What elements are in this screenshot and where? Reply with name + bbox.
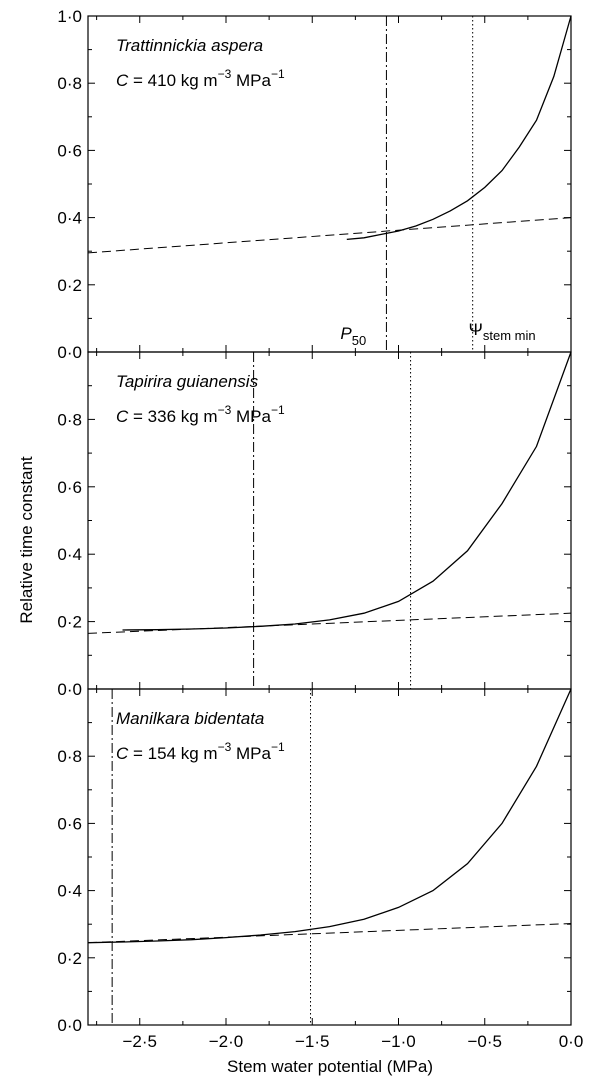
y-tick-label: 0·4 <box>57 545 82 564</box>
y-tick-label: 0·6 <box>57 814 82 833</box>
capacitance-exponent-2: −1 <box>271 403 285 417</box>
solid-curve <box>87 688 572 944</box>
y-tick-label: 0·6 <box>57 478 82 497</box>
y-axis-label: Relative time constant <box>17 456 36 624</box>
panel-frame <box>87 351 572 690</box>
panel-3: 0·0 0·2 0·4 0·6 0·8 Manilkara bidentata C = 15… <box>57 688 572 1035</box>
y-tick-label: 0·2 <box>57 276 82 295</box>
capacitance-symbol: C <box>116 71 129 90</box>
capacitance-exponent-1: −3 <box>218 67 232 81</box>
x-axis: −2·5 −2·0 −1·5 −1·0 −0·5 0·0 <box>123 1032 584 1051</box>
y-tick-label: 0·8 <box>57 74 82 93</box>
capacitance-units: MPa <box>231 744 271 763</box>
capacitance-symbol: C <box>116 407 129 426</box>
x-tick-label: 0·0 <box>559 1032 584 1051</box>
y-tick-label: 0·4 <box>57 209 82 228</box>
psi-stem-min-annotation: Ψstem min <box>469 320 536 343</box>
capacitance-label: C = 336 kg m−3 MPa−1 <box>116 403 285 426</box>
y-tick-label: 0·2 <box>57 613 82 632</box>
capacitance-value: = 336 kg m <box>128 407 217 426</box>
y-tick-label: 0·4 <box>57 882 82 901</box>
dashed-linear-line <box>87 612 572 634</box>
psi-symbol: Ψ <box>469 320 483 339</box>
panel-frame <box>87 688 572 1026</box>
capacitance-label: C = 154 kg m−3 MPa−1 <box>116 740 285 763</box>
solid-curve <box>346 15 572 241</box>
capacitance-exponent-1: −3 <box>218 403 232 417</box>
capacitance-exponent-2: −1 <box>271 67 285 81</box>
y-tick-label: 0·8 <box>57 410 82 429</box>
capacitance-value: = 154 kg m <box>128 744 217 763</box>
species-name: Tapirira guianensis <box>116 372 259 391</box>
x-tick-label: −2·0 <box>209 1032 244 1051</box>
y-tick-label: 0·8 <box>57 747 82 766</box>
capacitance-units: MPa <box>231 407 271 426</box>
capacitance-label: C = 410 kg m−3 MPa−1 <box>116 67 285 90</box>
panel-frame <box>87 15 572 353</box>
capacitance-exponent-2: −1 <box>271 740 285 754</box>
capacitance-value: = 410 kg m <box>128 71 217 90</box>
species-name: Manilkara bidentata <box>116 709 264 728</box>
capacitance-units: MPa <box>231 71 271 90</box>
capacitance-symbol: C <box>116 744 129 763</box>
y-tick-label: 0·0 <box>57 680 82 699</box>
x-axis-label: Stem water potential (MPa) <box>227 1057 433 1076</box>
psi-subscript: stem min <box>483 328 536 343</box>
y-tick-label: 0·6 <box>57 141 82 160</box>
y-tick-label: 0·0 <box>57 343 82 362</box>
y-tick-label: 1·0 <box>57 7 82 26</box>
p50-subscript: 50 <box>352 333 366 348</box>
y-tick-label: 0·0 <box>57 1016 82 1035</box>
x-tick-label: −1·5 <box>295 1032 330 1051</box>
p50-annotation: P50 <box>340 324 366 348</box>
y-tick-label: 0·2 <box>57 949 82 968</box>
dashed-linear-line <box>87 923 572 944</box>
panel-1: 0·0 0·2 0·4 0·6 0·8 1·0 Trattinnickia aspera C … <box>57 7 572 362</box>
panels: 0·0 0·2 0·4 0·6 0·8 1·0 Trattinnickia aspera C … <box>57 7 572 1035</box>
capacitance-exponent-1: −3 <box>218 740 232 754</box>
x-tick-label: −0·5 <box>468 1032 503 1051</box>
solid-curve <box>122 351 572 631</box>
x-tick-label: −1·0 <box>381 1032 416 1051</box>
panel-2: 0·0 0·2 0·4 0·6 0·8 Tapirira guianensis C = 33… <box>57 351 572 699</box>
x-tick-label: −2·5 <box>123 1032 158 1051</box>
species-name: Trattinnickia aspera <box>116 36 263 55</box>
dashed-linear-line <box>87 217 572 254</box>
p50-symbol: P <box>340 324 352 343</box>
